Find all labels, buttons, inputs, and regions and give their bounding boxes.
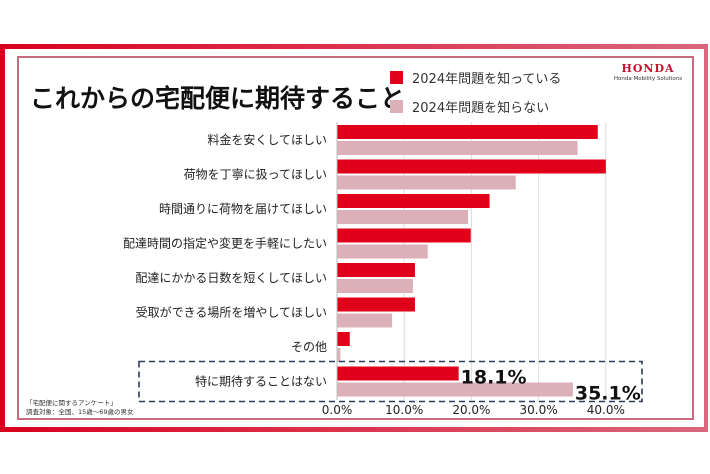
legend-swatch-aware — [390, 71, 403, 84]
chart-title: これからの宅配便に期待すること — [30, 84, 406, 113]
bar-unaware-7 — [337, 382, 573, 397]
bar-unaware-1 — [337, 175, 516, 190]
category-label-7: 特に期待することはない — [195, 374, 327, 389]
bar-unaware-4 — [337, 279, 413, 293]
category-label-6: その他 — [291, 340, 327, 354]
honda-logo: HONDA Honda Mobility Solutions — [608, 62, 688, 82]
category-label-3: 配達時間の指定や変更を手軽にしたい — [123, 236, 327, 251]
bar-aware-0 — [337, 125, 598, 139]
bar-aware-4 — [337, 263, 415, 277]
category-label-4: 配達にかかる日数を短くしてほしい — [135, 270, 327, 285]
category-label-1: 荷物を丁寧に扱ってほしい — [184, 167, 327, 182]
data-label-0: 18.1% — [461, 367, 527, 389]
bar-unaware-3 — [337, 244, 428, 259]
legend-item-aware: 2024年問題を知っている — [390, 68, 561, 87]
bar-aware-6 — [337, 332, 350, 346]
bar-unaware-0 — [337, 141, 578, 155]
source-note: 「宅配便に関するアンケート」 調査対象：全国、15歳〜69歳の男女 — [26, 399, 134, 417]
bar-aware-7 — [337, 366, 459, 381]
category-label-0: 料金を安くしてほしい — [207, 132, 327, 147]
x-tick-label-4: 40.0% — [587, 403, 625, 417]
data-label-1: 35.1% — [575, 383, 641, 405]
bar-unaware-2 — [337, 210, 469, 224]
source-line-1: 「宅配便に関するアンケート」 — [26, 399, 117, 407]
highlight-box — [138, 360, 643, 403]
legend-swatch-unaware — [390, 100, 403, 113]
logo-brand: HONDA — [621, 62, 675, 75]
bar-unaware-5 — [337, 313, 393, 328]
bar-unaware-6 — [337, 348, 341, 362]
x-tick-label-3: 30.0% — [520, 403, 558, 417]
legend-label-unaware: 2024年問題を知らない — [412, 101, 550, 116]
legend-label-aware: 2024年問題を知っている — [412, 72, 562, 87]
legend-item-unaware: 2024年問題を知らない — [390, 97, 549, 116]
bar-aware-1 — [337, 159, 606, 174]
bar-aware-3 — [337, 228, 471, 243]
category-label-5: 受取ができる場所を増やしてほしい — [136, 305, 327, 320]
bar-aware-2 — [337, 194, 490, 208]
source-line-2: 調査対象：全国、15歳〜69歳の男女 — [26, 408, 134, 416]
x-tick-label-0: 0.0% — [322, 403, 353, 417]
x-tick-label-2: 20.0% — [452, 403, 490, 417]
category-label-2: 時間通りに荷物を届けてほしい — [159, 202, 327, 216]
logo-subtitle: Honda Mobility Solutions — [613, 76, 683, 82]
bar-aware-5 — [337, 297, 415, 312]
x-tick-label-1: 10.0% — [385, 403, 423, 417]
